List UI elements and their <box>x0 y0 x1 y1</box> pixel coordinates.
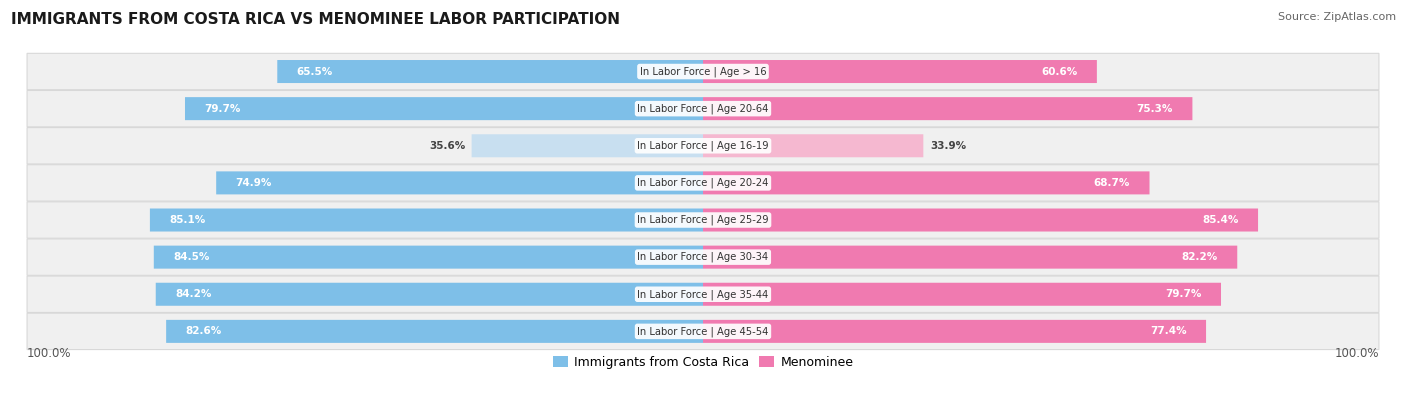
FancyBboxPatch shape <box>703 209 1258 231</box>
Text: Source: ZipAtlas.com: Source: ZipAtlas.com <box>1278 12 1396 22</box>
Text: In Labor Force | Age 35-44: In Labor Force | Age 35-44 <box>637 289 769 299</box>
Text: In Labor Force | Age 16-19: In Labor Force | Age 16-19 <box>637 141 769 151</box>
FancyBboxPatch shape <box>703 134 924 157</box>
Text: 85.1%: 85.1% <box>169 215 205 225</box>
FancyBboxPatch shape <box>166 320 703 343</box>
FancyBboxPatch shape <box>27 276 1379 312</box>
Text: In Labor Force | Age 20-24: In Labor Force | Age 20-24 <box>637 178 769 188</box>
Text: 65.5%: 65.5% <box>297 66 333 77</box>
Text: 82.6%: 82.6% <box>186 326 222 337</box>
Text: In Labor Force | Age 30-34: In Labor Force | Age 30-34 <box>637 252 769 262</box>
FancyBboxPatch shape <box>703 283 1220 306</box>
Text: In Labor Force | Age 25-29: In Labor Force | Age 25-29 <box>637 215 769 225</box>
Legend: Immigrants from Costa Rica, Menominee: Immigrants from Costa Rica, Menominee <box>548 351 858 374</box>
FancyBboxPatch shape <box>703 97 1192 120</box>
FancyBboxPatch shape <box>153 246 703 269</box>
FancyBboxPatch shape <box>27 202 1379 238</box>
Text: 33.9%: 33.9% <box>929 141 966 151</box>
FancyBboxPatch shape <box>27 165 1379 201</box>
Text: 68.7%: 68.7% <box>1094 178 1130 188</box>
Text: 35.6%: 35.6% <box>429 141 465 151</box>
Text: 79.7%: 79.7% <box>1166 289 1202 299</box>
FancyBboxPatch shape <box>186 97 703 120</box>
Text: 100.0%: 100.0% <box>27 347 72 360</box>
FancyBboxPatch shape <box>27 128 1379 164</box>
Text: 79.7%: 79.7% <box>204 103 240 114</box>
Text: In Labor Force | Age 45-54: In Labor Force | Age 45-54 <box>637 326 769 337</box>
Text: 84.2%: 84.2% <box>176 289 212 299</box>
FancyBboxPatch shape <box>27 90 1379 127</box>
Text: 77.4%: 77.4% <box>1150 326 1187 337</box>
FancyBboxPatch shape <box>703 171 1150 194</box>
Text: 85.4%: 85.4% <box>1202 215 1239 225</box>
Text: In Labor Force | Age > 16: In Labor Force | Age > 16 <box>640 66 766 77</box>
Text: 60.6%: 60.6% <box>1040 66 1077 77</box>
FancyBboxPatch shape <box>703 320 1206 343</box>
Text: 84.5%: 84.5% <box>173 252 209 262</box>
Text: 82.2%: 82.2% <box>1181 252 1218 262</box>
Text: IMMIGRANTS FROM COSTA RICA VS MENOMINEE LABOR PARTICIPATION: IMMIGRANTS FROM COSTA RICA VS MENOMINEE … <box>11 12 620 27</box>
Text: In Labor Force | Age 20-64: In Labor Force | Age 20-64 <box>637 103 769 114</box>
FancyBboxPatch shape <box>27 313 1379 350</box>
FancyBboxPatch shape <box>27 239 1379 275</box>
Text: 74.9%: 74.9% <box>236 178 273 188</box>
Text: 100.0%: 100.0% <box>1334 347 1379 360</box>
FancyBboxPatch shape <box>27 53 1379 90</box>
FancyBboxPatch shape <box>150 209 703 231</box>
FancyBboxPatch shape <box>217 171 703 194</box>
FancyBboxPatch shape <box>156 283 703 306</box>
FancyBboxPatch shape <box>703 246 1237 269</box>
FancyBboxPatch shape <box>703 60 1097 83</box>
FancyBboxPatch shape <box>471 134 703 157</box>
FancyBboxPatch shape <box>277 60 703 83</box>
Text: 75.3%: 75.3% <box>1136 103 1173 114</box>
